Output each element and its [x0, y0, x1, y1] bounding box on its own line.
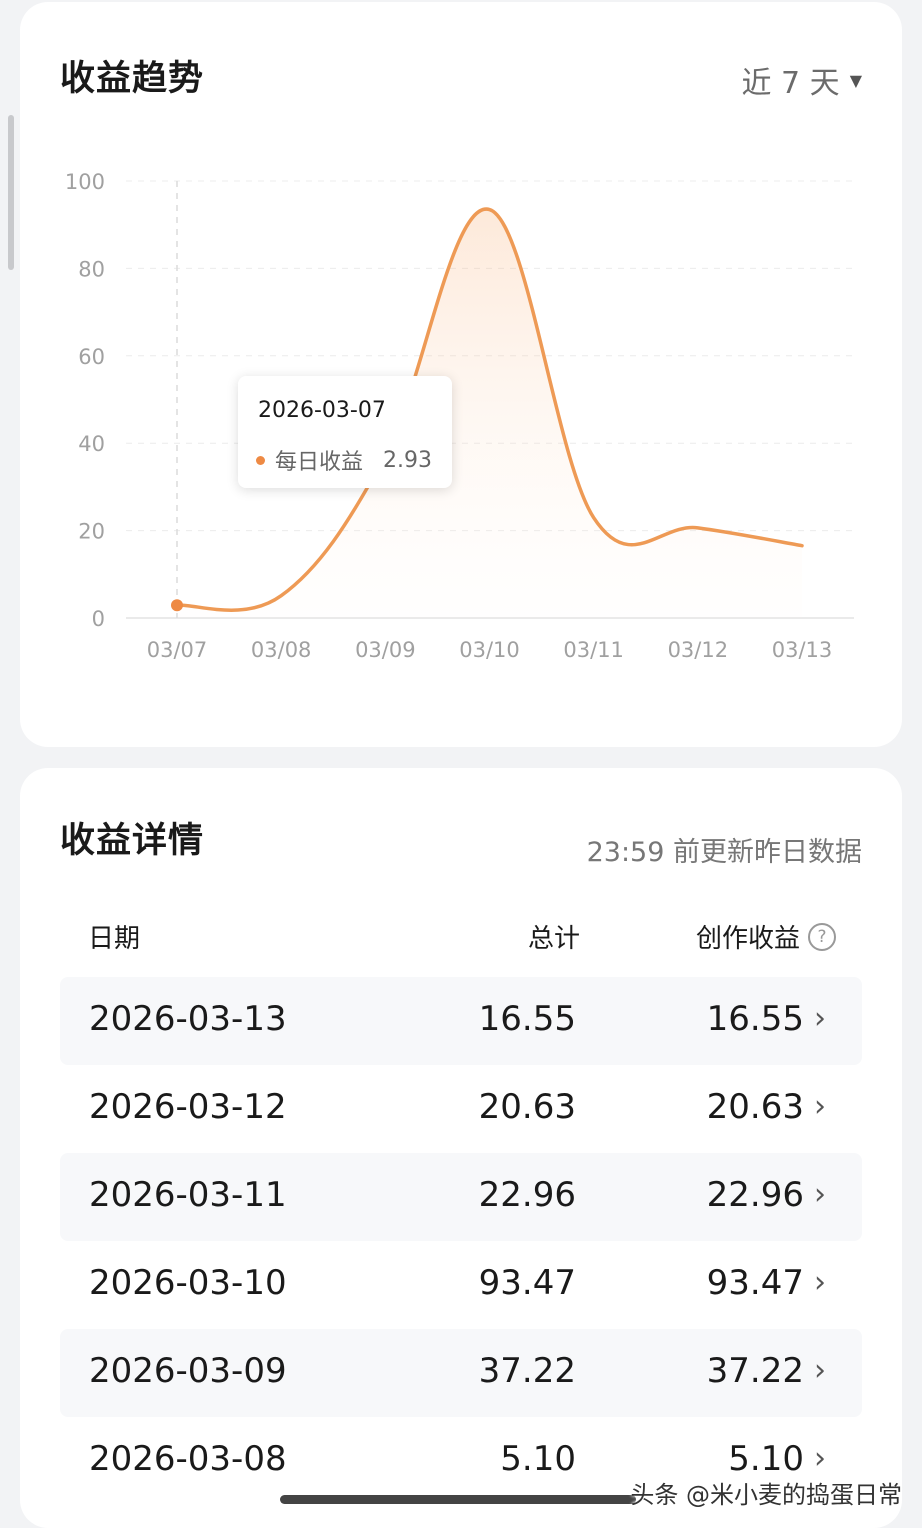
row-creation: 20.63 [706, 1087, 804, 1127]
y-tick-label: 60 [78, 345, 105, 369]
y-tick-label: 80 [78, 257, 105, 281]
row-total: 20.63 [478, 1087, 576, 1127]
y-tick-label: 20 [78, 520, 105, 544]
y-tick-label: 40 [78, 432, 105, 456]
chevron-right-icon: › [814, 1353, 826, 1388]
table-row[interactable]: 2026-03-09 37.22 37.22 › [60, 1329, 862, 1417]
table-row[interactable]: 2026-03-11 22.96 22.96 › [60, 1153, 862, 1241]
chevron-right-icon: › [814, 1177, 826, 1212]
chart-tooltip: 2026-03-07 每日收益 2.93 [238, 376, 452, 488]
help-icon[interactable]: ? [808, 922, 836, 951]
y-tick-label: 100 [65, 170, 105, 194]
x-tick-label: 03/11 [563, 638, 624, 662]
trend-card: 收益趋势 近 7 天 ▼ 100 80 60 40 20 0 03/07 03/08 03/09… [20, 2, 902, 747]
row-total: 22.96 [478, 1175, 576, 1215]
range-label: 近 7 天 [741, 66, 840, 101]
y-tick-label: 0 [92, 607, 105, 631]
table-header: 日期 总计 创作收益 ? [60, 918, 862, 958]
row-creation: 37.22 [706, 1351, 804, 1391]
header-date: 日期 [88, 924, 141, 954]
x-tick-label: 03/09 [355, 638, 416, 662]
row-creation: 93.47 [706, 1263, 804, 1303]
income-trend-chart[interactable]: 100 80 60 40 20 0 03/07 03/08 03/09 03/10 03/11 03/… [20, 2, 902, 747]
row-creation: 22.96 [706, 1175, 804, 1215]
chevron-right-icon: › [814, 1001, 826, 1036]
chevron-right-icon: › [814, 1089, 826, 1124]
home-indicator[interactable] [280, 1495, 636, 1504]
range-dropdown[interactable]: 近 7 天 ▼ [742, 58, 862, 102]
chevron-right-icon: › [814, 1441, 826, 1476]
header-total: 总计 [527, 924, 580, 954]
active-data-point [171, 599, 183, 612]
scroll-indicator[interactable] [8, 115, 14, 270]
tooltip-date: 2026-03-07 [258, 398, 386, 423]
detail-title: 收益详情 [60, 821, 205, 861]
row-date: 2026-03-10 [89, 1263, 287, 1303]
row-creation: 5.10 [728, 1439, 804, 1479]
row-creation: 16.55 [706, 999, 804, 1039]
detail-card: 收益详情 23:59 前更新昨日数据 日期 总计 创作收益 ? 2026-03-… [20, 768, 902, 1528]
update-note: 23:59 前更新昨日数据 [586, 837, 862, 868]
row-total: 37.22 [478, 1351, 576, 1391]
tooltip-series-name: 每日收益 [275, 450, 364, 475]
x-tick-label: 03/13 [772, 638, 833, 662]
x-tick-label: 03/08 [251, 638, 312, 662]
watermark: 头条 @米小麦的捣蛋日常 [630, 1481, 902, 1509]
series-area [177, 209, 802, 619]
x-tick-label: 03/07 [147, 638, 208, 662]
x-tick-label: 03/10 [459, 638, 520, 662]
table-row[interactable]: 2026-03-13 16.55 16.55 › [60, 977, 862, 1065]
series-line [175, 207, 804, 612]
caret-down-icon: ▼ [849, 70, 862, 90]
header-creation-label: 创作收益 [695, 924, 800, 954]
row-date: 2026-03-12 [89, 1087, 287, 1127]
table-row[interactable]: 2026-03-12 20.63 20.63 › [60, 1065, 862, 1153]
row-date: 2026-03-08 [89, 1439, 287, 1479]
tooltip-value: 2.93 [383, 447, 432, 473]
row-total: 93.47 [478, 1263, 576, 1303]
table-row[interactable]: 2026-03-10 93.47 93.47 › [60, 1241, 862, 1329]
row-total: 5.10 [500, 1439, 576, 1479]
header-creation: 创作收益 ? [696, 918, 836, 955]
chevron-right-icon: › [814, 1265, 826, 1300]
row-total: 16.55 [478, 999, 576, 1039]
row-date: 2026-03-09 [89, 1351, 287, 1391]
income-table: 2026-03-13 16.55 16.55 › 2026-03-12 20.6… [60, 977, 862, 1505]
row-date: 2026-03-13 [89, 999, 287, 1039]
trend-title: 收益趋势 [60, 59, 205, 99]
x-tick-label: 03/12 [668, 638, 729, 662]
row-date: 2026-03-11 [89, 1175, 287, 1215]
table-row[interactable]: 2026-03-08 5.10 5.10 › [60, 1417, 862, 1505]
series-dot-icon [256, 455, 265, 465]
